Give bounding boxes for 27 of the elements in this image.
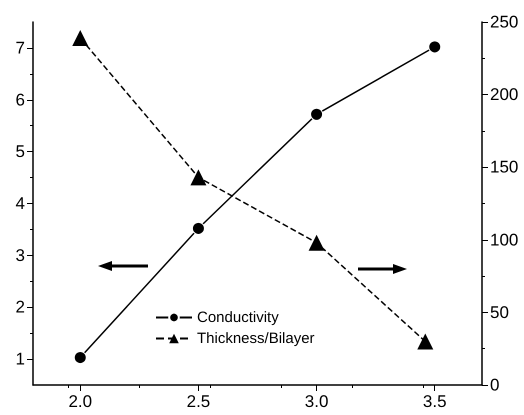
- y2-tick-label: 0: [490, 376, 500, 394]
- point: [308, 234, 325, 251]
- point: [417, 333, 434, 350]
- legend-label: Conductivity: [197, 309, 280, 326]
- point: [190, 169, 206, 186]
- y2-tick-label: 200: [490, 85, 518, 104]
- y2-tick-label: 50: [490, 302, 509, 322]
- point: [74, 351, 87, 364]
- y-tick-label: 7: [16, 38, 25, 58]
- y2-tick-label: 250: [490, 12, 518, 32]
- point: [310, 108, 324, 121]
- x-tick-label: 3.0: [304, 392, 328, 411]
- point: [428, 40, 442, 54]
- legend-label: Thickness/Bilayer: [197, 330, 315, 347]
- y-tick-label: 4: [16, 194, 25, 213]
- y2-tick-label: 100: [490, 230, 518, 250]
- x-tick-label: 2.0: [68, 392, 92, 411]
- x-tick-label: 3.5: [422, 392, 447, 411]
- y2-tick-label: 150: [490, 158, 518, 177]
- y-tick-label: 1: [16, 350, 25, 369]
- point: [192, 222, 205, 235]
- y-tick-label: 2: [16, 298, 25, 317]
- y-tick-label: 3: [16, 246, 25, 265]
- y-tick-label: 6: [16, 90, 25, 110]
- point: [72, 30, 88, 46]
- x-tick-label: 2.5: [186, 392, 210, 411]
- y-tick-label: 5: [16, 142, 25, 162]
